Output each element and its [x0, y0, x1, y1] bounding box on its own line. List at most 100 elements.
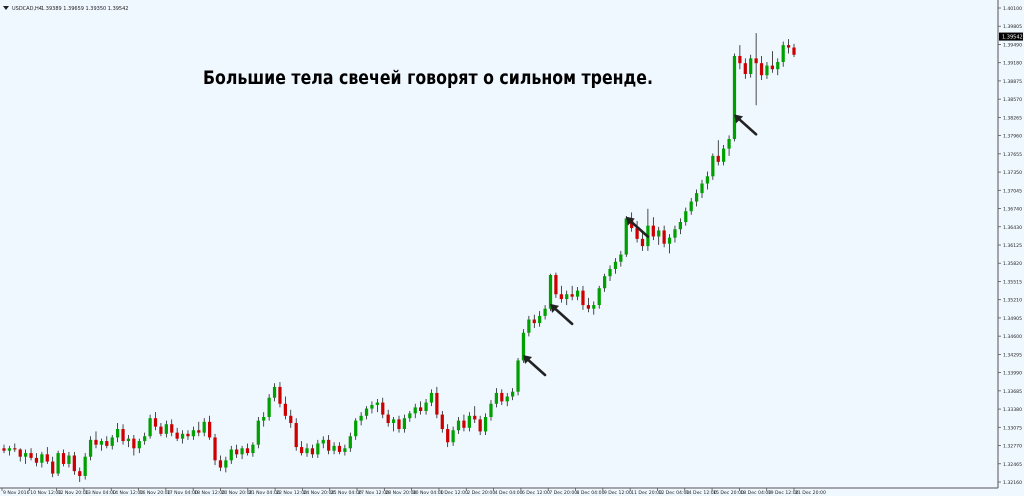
candle	[337, 442, 342, 455]
candle-body	[640, 238, 645, 247]
price-tick-label: 1.37045	[1003, 188, 1022, 194]
symbol-header: USDCAD,H4	[12, 6, 42, 12]
candle	[316, 439, 320, 458]
candle-body	[743, 63, 747, 75]
candle-body	[635, 228, 639, 239]
candle-body	[375, 402, 379, 405]
candle-body	[765, 65, 769, 76]
time-tick-label: 8 Dec 04:00	[577, 490, 605, 496]
candle-body	[527, 319, 531, 333]
time-tick-label: 21 Nov 04:00	[249, 490, 280, 496]
candle	[786, 39, 791, 54]
candle	[473, 406, 477, 424]
candle-body	[67, 455, 71, 464]
candle	[348, 432, 352, 452]
time-tick-label: 1 Dec 12:00	[440, 490, 468, 496]
arrow-head	[625, 216, 635, 226]
candle-body	[61, 453, 66, 464]
candle	[126, 435, 131, 448]
candle-body	[278, 386, 282, 404]
candle	[375, 398, 379, 413]
candle-body	[327, 439, 331, 451]
candle-body	[565, 294, 569, 300]
candle-body	[521, 332, 526, 361]
candle	[45, 447, 49, 464]
candle	[511, 388, 515, 401]
candle	[716, 140, 720, 166]
candle	[619, 250, 623, 267]
time-tick-label: 27 Nov 12:00	[358, 490, 389, 496]
candle	[651, 217, 655, 241]
time-tick-label: 18 Nov 12:00	[194, 490, 225, 496]
candle	[451, 426, 455, 446]
candle-body	[754, 58, 758, 64]
candle	[121, 424, 125, 445]
candle	[116, 423, 120, 443]
candle-body	[213, 437, 217, 461]
candle-body	[99, 441, 104, 445]
candle	[554, 272, 558, 298]
candle	[364, 406, 369, 420]
candle-body	[321, 439, 325, 444]
candle	[24, 449, 28, 464]
arrow-shaft	[735, 116, 758, 136]
candle	[570, 285, 574, 301]
candle-body	[359, 415, 363, 421]
candle	[586, 297, 591, 313]
price-tick-label: 1.36125	[1003, 243, 1022, 249]
candle	[705, 171, 710, 190]
price-axis: 1.40100 1.39805 1.39490 1.39180 1.38875 1.385…	[998, 6, 1022, 486]
price-tick-label: 1.34905	[1003, 316, 1022, 322]
candle	[732, 53, 737, 142]
candle	[402, 414, 407, 433]
price-tick-label: 1.34600	[1003, 334, 1022, 340]
candle-body	[2, 448, 6, 451]
candle-body	[619, 254, 623, 262]
candle	[657, 226, 661, 245]
candle	[278, 382, 282, 408]
candle	[581, 285, 585, 310]
chart-menu-icon[interactable]	[3, 6, 9, 10]
price-tick-label: 1.38875	[1003, 79, 1022, 85]
candle-body	[245, 448, 250, 454]
candle	[565, 290, 569, 306]
time-tick-label: 21 Dec 20:00	[795, 490, 826, 496]
candle-body	[716, 155, 720, 162]
candle	[689, 197, 693, 215]
candle	[575, 287, 580, 301]
candle	[18, 448, 22, 462]
candle-body	[34, 457, 39, 463]
candle	[175, 427, 179, 442]
price-tick-label: 1.35515	[1003, 279, 1022, 285]
candle-body	[94, 439, 98, 445]
candle	[51, 456, 55, 478]
candle	[170, 419, 174, 437]
candle-body	[262, 416, 266, 421]
time-tick-label: 10 Nov 12:00	[30, 490, 61, 496]
candle	[321, 436, 325, 449]
candle-body	[575, 290, 580, 297]
candle	[40, 451, 44, 468]
time-tick-label: 15 Dec 20:00	[713, 490, 744, 496]
time-tick-label: 17 Nov 04:00	[167, 490, 198, 496]
candle-body	[24, 453, 28, 457]
candle	[673, 225, 677, 243]
time-tick-label: 30 Nov 04:00	[413, 490, 444, 496]
candle	[332, 442, 336, 455]
candle	[397, 415, 401, 433]
candle	[662, 225, 666, 248]
candle	[727, 135, 731, 156]
candle-body	[732, 55, 737, 139]
candle-body	[700, 183, 704, 194]
trend-arrow	[625, 216, 650, 238]
candle	[110, 435, 114, 450]
candle	[343, 444, 347, 456]
candle-body	[581, 290, 585, 306]
candle-body	[759, 63, 764, 76]
candle-body	[727, 138, 731, 149]
candle-body	[678, 222, 682, 230]
candle-body	[451, 430, 455, 443]
trend-arrow	[734, 114, 758, 136]
